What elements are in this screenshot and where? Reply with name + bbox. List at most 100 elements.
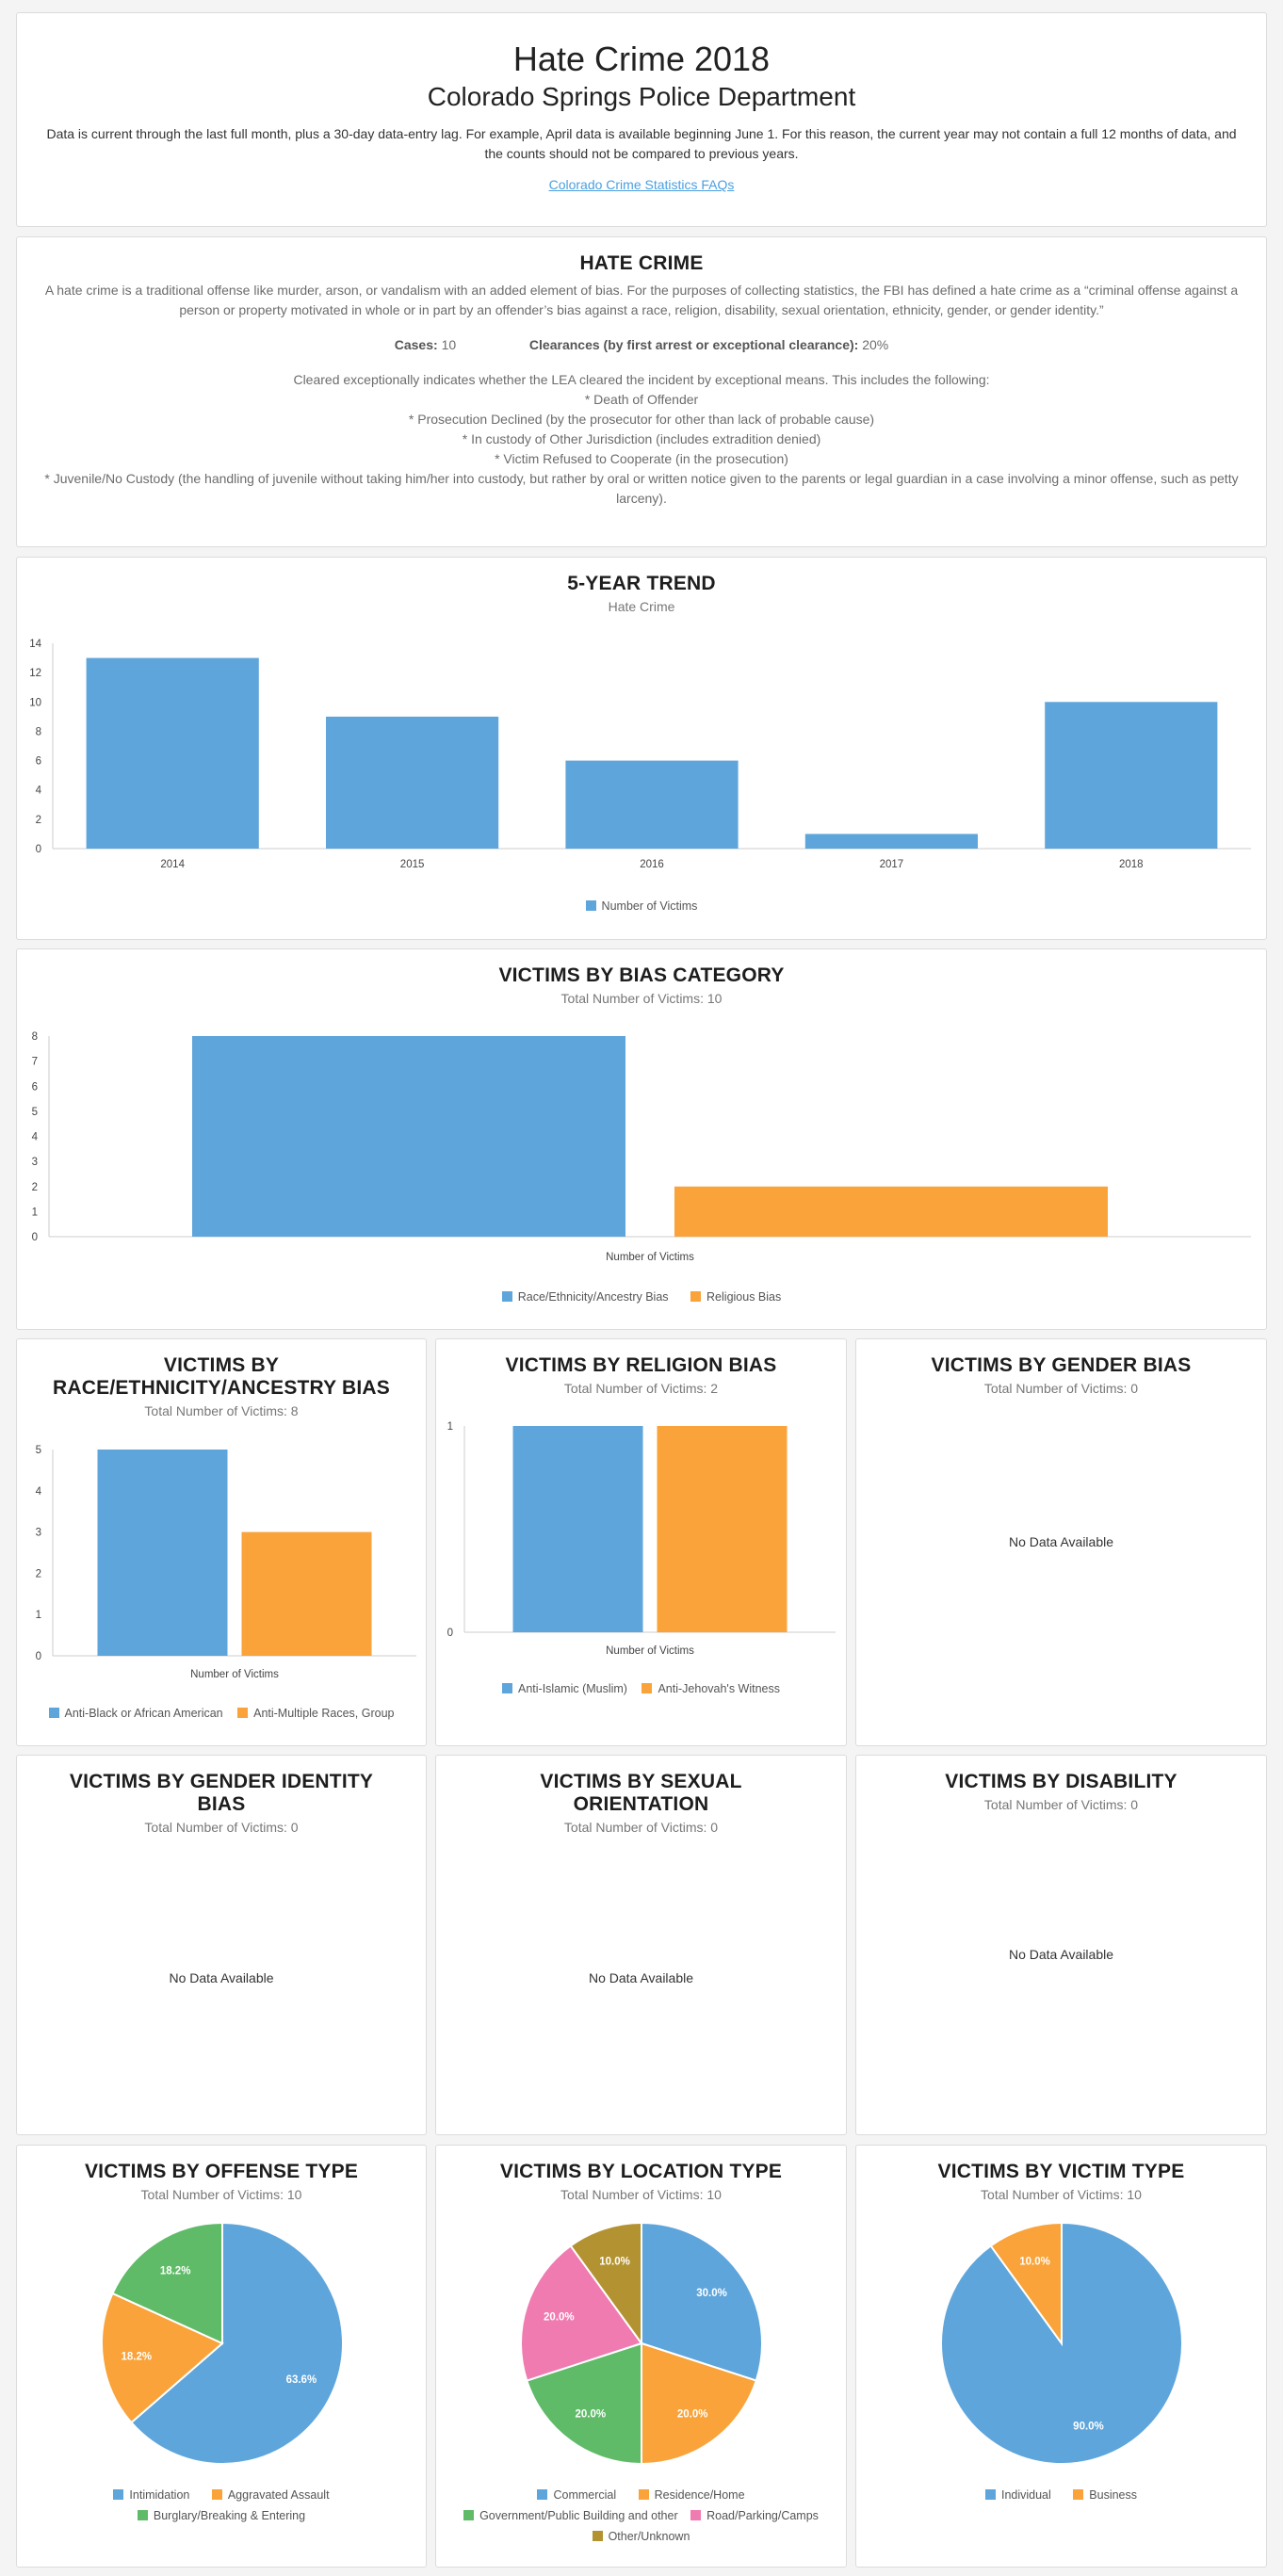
slice-label: 63.6% bbox=[286, 2374, 317, 2386]
race-chart: 0 1 2 3 4 5 Number of Victims bbox=[36, 1445, 416, 1680]
legend-item[interactable]: Anti-Black or African American bbox=[48, 1703, 223, 1724]
y-tick-label: 2 bbox=[36, 815, 41, 826]
definition-text: A hate crime is a traditional offense li… bbox=[44, 283, 1239, 317]
legend-item[interactable]: Anti-Islamic (Muslim) bbox=[502, 1678, 627, 1699]
pie-slice bbox=[520, 2244, 643, 2382]
legend-item[interactable]: Race/Ethnicity/Ancestry Bias bbox=[501, 1287, 669, 1307]
chart-legend: Anti-Islamic (Muslim) Anti-Jehovah's Wit… bbox=[436, 1678, 846, 1699]
pie-slice bbox=[130, 2221, 344, 2465]
chart-subtitle: Total Number of Victims: 2 bbox=[563, 1381, 719, 1396]
chart-title: VICTIMS BY GENDER BIAS bbox=[931, 1354, 1192, 1376]
y-tick-label: 6 bbox=[36, 756, 41, 768]
offense-card: VICTIMS BY OFFENSE TYPE Total Number of … bbox=[16, 2145, 427, 2568]
faq-link[interactable]: Colorado Crime Statistics FAQs bbox=[548, 177, 735, 193]
chart-title: VICTIMS BY GENDER IDENTITY BIAS bbox=[69, 1771, 374, 1815]
chart-subtitle: Total Number of Victims: 10 bbox=[560, 991, 723, 1006]
bar bbox=[241, 1531, 372, 1656]
bias-chart: 0 1 2 3 4 5 6 7 8 Number of Victims bbox=[32, 1031, 1251, 1263]
location-pie: 30.0% 20.0% 20.0% 20.0% 10.0% bbox=[520, 2221, 763, 2466]
definition-card: HATE CRIME A hate crime is a traditional… bbox=[16, 236, 1267, 547]
data-note: Data is current through the last full mo… bbox=[46, 126, 1237, 162]
y-tick-label: 4 bbox=[36, 786, 42, 797]
slice-label: 10.0% bbox=[599, 2256, 630, 2267]
bar bbox=[512, 1426, 643, 1632]
chart-legend: Number of Victims bbox=[17, 896, 1266, 916]
x-tick-label: 2017 bbox=[880, 859, 904, 870]
legend-item[interactable]: Business bbox=[1073, 2485, 1137, 2505]
y-tick-label: 7 bbox=[32, 1057, 38, 1068]
cleared-item: * In custody of Other Jurisdiction (incl… bbox=[462, 431, 821, 446]
no-data-message: No Data Available bbox=[1008, 1947, 1114, 1962]
legend-item[interactable]: Religious Bias bbox=[690, 1287, 781, 1307]
chart-legend: Commercial Residence/Home Government/Pub… bbox=[436, 2485, 846, 2547]
chart-subtitle: Total Number of Victims: 0 bbox=[144, 1820, 299, 1835]
disability-card: VICTIMS BY DISABILITY Total Number of Vi… bbox=[855, 1755, 1267, 2135]
legend-item[interactable]: Aggravated Assault bbox=[211, 2485, 330, 2505]
bar bbox=[565, 760, 739, 849]
legend-item[interactable]: Burglary/Breaking & Entering bbox=[137, 2505, 305, 2526]
x-tick-label: 2016 bbox=[640, 859, 664, 870]
bar bbox=[86, 657, 259, 849]
race-card: VICTIMS BY RACE/ETHNICITY/ANCESTRY BIAS T… bbox=[16, 1338, 427, 1746]
pie-slice bbox=[526, 2341, 642, 2466]
slice-label: 20.0% bbox=[544, 2312, 575, 2324]
chart-legend: Individual Business bbox=[856, 2485, 1266, 2505]
pie-slice bbox=[101, 2292, 224, 2424]
bar bbox=[97, 1450, 228, 1656]
legend-item[interactable]: Residence/Home bbox=[638, 2485, 745, 2505]
legend-item[interactable]: Other/Unknown bbox=[592, 2526, 690, 2547]
y-tick-label: 10 bbox=[29, 697, 41, 708]
y-tick-label: 1 bbox=[32, 1207, 38, 1218]
slice-label: 20.0% bbox=[677, 2409, 708, 2421]
no-data-message: No Data Available bbox=[169, 1970, 274, 1985]
chart-title: VICTIMS BY LOCATION TYPE bbox=[499, 2161, 783, 2182]
bar bbox=[1045, 702, 1218, 849]
clearances-label: Clearances (by first arrest or exception… bbox=[528, 337, 859, 352]
bar bbox=[192, 1036, 625, 1237]
legend-item[interactable]: Road/Parking/Camps bbox=[690, 2505, 819, 2526]
cleared-item: * Victim Refused to Cooperate (in the pr… bbox=[495, 451, 788, 466]
y-tick-label: 4 bbox=[36, 1486, 42, 1498]
offense-pie: 63.6% 18.2% 18.2% bbox=[101, 2221, 344, 2465]
page-title: Hate Crime 2018 bbox=[512, 40, 771, 78]
chart-subtitle: Total Number of Victims: 0 bbox=[983, 1797, 1139, 1812]
chart-subtitle: Total Number of Victims: 0 bbox=[983, 1381, 1139, 1396]
chart-subtitle: Total Number of Victims: 10 bbox=[140, 2187, 302, 2202]
legend-item[interactable]: Individual bbox=[984, 2485, 1051, 2505]
legend-item[interactable]: Anti-Multiple Races, Group bbox=[237, 1703, 394, 1724]
chart-title: VICTIMS BY DISABILITY bbox=[945, 1771, 1177, 1792]
chart-legend: Intimidation Aggravated Assault Burglary… bbox=[17, 2485, 426, 2526]
cleared-item: * Juvenile/No Custody (the handling of j… bbox=[44, 471, 1239, 506]
cleared-item: * Prosecution Declined (by the prosecuto… bbox=[408, 412, 875, 427]
chart-title: VICTIMS BY SEXUAL ORIENTATION bbox=[540, 1771, 742, 1815]
location-card: VICTIMS BY LOCATION TYPE Total Number of… bbox=[435, 2145, 847, 2568]
y-tick-label: 0 bbox=[36, 1651, 41, 1662]
cases-value: 10 bbox=[441, 337, 457, 352]
chart-title: VICTIMS BY RACE/ETHNICITY/ANCESTRY BIAS bbox=[53, 1354, 390, 1399]
legend-item[interactable]: Government/Public Building and other bbox=[463, 2505, 678, 2526]
pie-slice bbox=[641, 2221, 763, 2382]
legend-item[interactable]: Number of Victims bbox=[585, 896, 697, 916]
y-tick-label: 5 bbox=[36, 1445, 41, 1456]
slice-label: 30.0% bbox=[696, 2288, 727, 2299]
legend-item[interactable]: Commercial bbox=[537, 2485, 616, 2505]
x-axis-label: Number of Victims bbox=[190, 1669, 279, 1680]
chart-legend: Race/Ethnicity/Ancestry Bias Religious B… bbox=[17, 1287, 1266, 1307]
y-tick-label: 8 bbox=[32, 1031, 38, 1043]
chart-subtitle: Total Number of Victims: 0 bbox=[563, 1820, 719, 1835]
x-axis-label: Number of Victims bbox=[606, 1645, 694, 1657]
header-card: Hate Crime 2018 Colorado Springs Police … bbox=[16, 12, 1267, 227]
cleared-item: * Death of Offender bbox=[584, 392, 699, 407]
legend-item[interactable]: Intimidation bbox=[113, 2485, 189, 2505]
x-axis-label: Number of Victims bbox=[606, 1252, 694, 1263]
y-tick-label: 4 bbox=[32, 1132, 39, 1143]
slice-label: 18.2% bbox=[121, 2351, 152, 2362]
legend-item[interactable]: Anti-Jehovah's Witness bbox=[642, 1678, 780, 1699]
slice-label: 20.0% bbox=[576, 2409, 607, 2421]
chart-subtitle: Hate Crime bbox=[608, 599, 675, 614]
religion-card: VICTIMS BY RELIGION BIAS Total Number of… bbox=[435, 1338, 847, 1746]
gender-card: VICTIMS BY GENDER BIAS Total Number of V… bbox=[855, 1338, 1267, 1746]
victim-type-pie: 90.0% 10.0% bbox=[940, 2221, 1183, 2465]
y-tick-label: 8 bbox=[36, 726, 41, 737]
y-tick-label: 0 bbox=[36, 844, 41, 855]
